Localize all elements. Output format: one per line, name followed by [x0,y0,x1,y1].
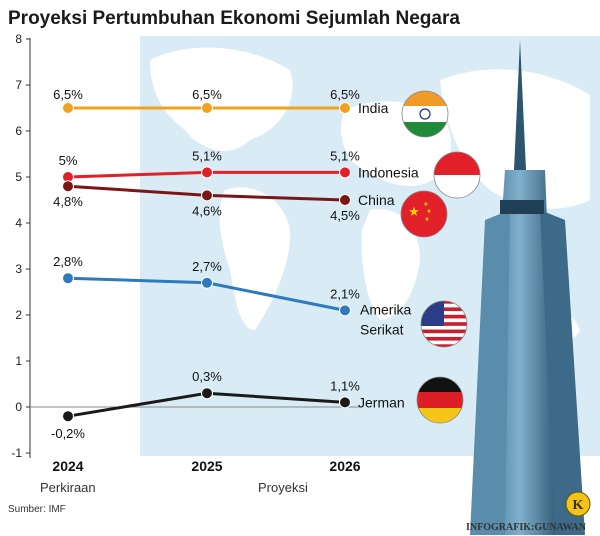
data-label: 2,1% [330,286,360,301]
y-tick-label: 7 [15,78,22,92]
data-point [201,102,213,114]
series-amerika-serikat: 2,8% 2,7% 2,1%Amerika Serikat [53,254,411,337]
y-tick-label: 8 [15,32,22,46]
tower-illustration [470,40,585,535]
y-axis: -1 0 1 2 3 4 5 6 7 8 [11,32,31,460]
data-label: 6,5% [53,87,83,102]
data-point [339,102,351,114]
x-sublabel-proyeksi: Proyeksi [258,480,308,495]
y-tick-label: 4 [15,216,22,230]
data-point [62,180,74,193]
source-note: Sumber: IMF [8,504,66,515]
svg-text:★: ★ [408,205,420,220]
series-name-label: Indonesia [358,164,419,180]
y-tick-label: 6 [15,124,22,138]
data-point [201,276,213,289]
data-point [201,166,213,179]
india-flag-icon [401,90,449,138]
data-label: 2,7% [192,259,222,274]
germany-flag-icon [416,376,464,424]
data-label: 6,5% [192,87,222,102]
data-label: -0,2% [51,426,85,441]
logo-letter: K [573,498,584,513]
data-point [62,272,74,285]
data-label: 6,5% [330,87,360,102]
y-tick-label: 2 [15,308,22,322]
x-tick-label: 2024 [52,458,83,474]
data-label: 0,3% [192,369,222,384]
data-label: 5,1% [192,148,222,163]
series-name-label: Serikat [360,321,404,337]
y-tick-label: 1 [15,354,22,368]
logo: K [565,491,591,517]
series-name-label: India [358,100,389,116]
svg-text:★: ★ [424,216,429,223]
series-indonesia: 5% 5,1% 5,1%Indonesia [59,148,419,183]
data-point [339,166,351,179]
data-label: 4,5% [330,208,360,223]
chart-title: Proyeksi Pertumbuhan Ekonomi Sejumlah Ne… [8,8,460,29]
data-label: 5% [59,153,78,168]
series-name-label: China [358,192,395,208]
usa-flag-icon [420,300,468,348]
x-tick-label: 2026 [329,458,360,474]
credit-note: INFOGRAFIK:GUNAWAN [466,522,587,533]
data-label: 4,6% [192,203,222,218]
data-point [62,102,74,114]
series-name-label: Jerman [358,394,405,410]
data-point [201,387,213,400]
x-tick-label: 2025 [191,458,222,474]
data-point [201,189,213,202]
data-point [62,410,74,423]
svg-text:★: ★ [423,201,428,208]
y-tick-label: 5 [15,170,22,184]
data-label: 2,8% [53,254,83,269]
data-label: 4,8% [53,194,83,209]
x-axis: 2024 2025 2026 [52,458,360,474]
y-tick-label: 3 [15,262,22,276]
series-india: 6,5% 6,5% 6,5%India [53,87,388,116]
series-name-label: Amerika [360,301,412,317]
data-label: 5,1% [330,148,360,163]
y-tick-label: -1 [11,446,22,460]
series-china: 4,8% 4,6% 4,5%China [53,180,395,223]
series-jerman: -0,2% 0,3% 1,1%Jerman [51,369,405,441]
x-sublabel-perkiraan: Perkiraan [40,480,96,495]
data-point [339,194,351,206]
y-tick-label: 0 [15,400,22,414]
svg-text:★: ★ [426,208,431,215]
data-label: 1,1% [330,378,360,393]
data-point [339,304,351,317]
data-point [339,396,351,409]
china-flag-icon: ★★★★ [400,190,448,238]
indonesia-flag-icon [433,151,481,199]
